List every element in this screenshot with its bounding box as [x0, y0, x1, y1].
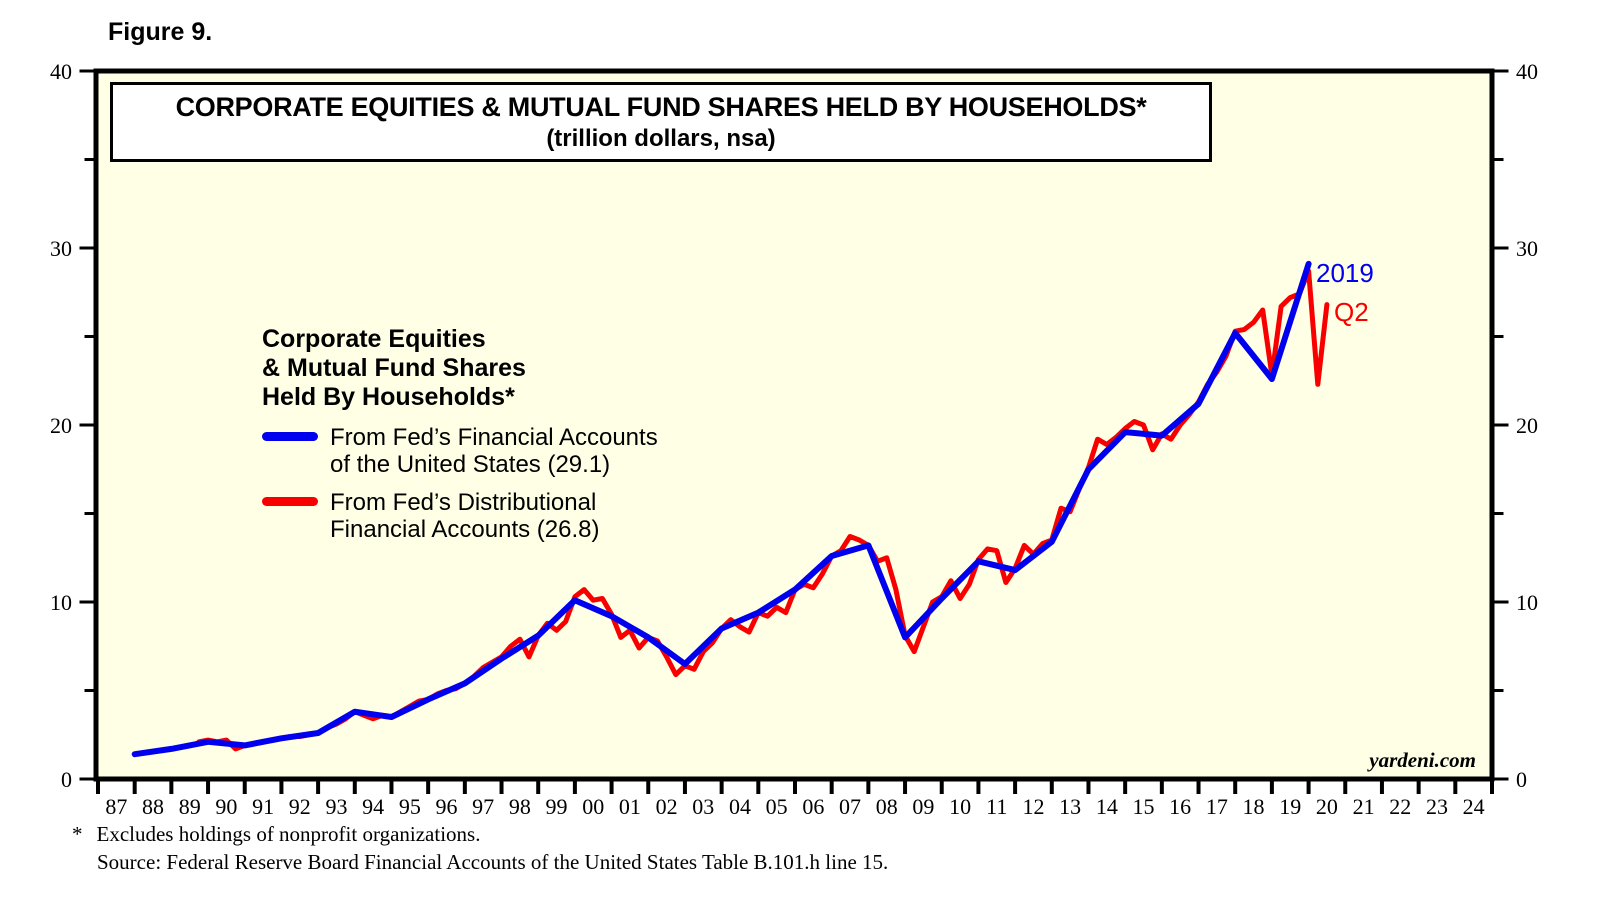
x-axis-label: 92	[289, 794, 311, 819]
x-axis-label: 18	[1243, 794, 1265, 819]
x-axis-label: 10	[949, 794, 971, 819]
x-axis-label: 88	[142, 794, 164, 819]
x-axis-label: 15	[1133, 794, 1155, 819]
x-axis-label: 24	[1463, 794, 1485, 819]
legend-header-line: Corporate Equities	[262, 325, 486, 353]
x-axis-label: 08	[876, 794, 898, 819]
x-axis-label: 11	[986, 794, 1007, 819]
legend-item-label: of the United States (29.1)	[330, 451, 611, 478]
y-axis-label-left: 30	[50, 236, 72, 261]
y-axis-label-right: 0	[1516, 767, 1527, 792]
x-axis-label: 93	[325, 794, 347, 819]
y-axis-label-right: 10	[1516, 590, 1538, 615]
x-axis-label: 09	[912, 794, 934, 819]
legend-items: From Fed’s Financial Accounts of the Uni…	[262, 424, 658, 543]
x-axis-label: 94	[362, 794, 384, 819]
x-axis-label: 19	[1279, 794, 1301, 819]
legend-item-label: From Fed’s Financial Accounts	[330, 424, 658, 451]
x-axis-label: 20	[1316, 794, 1338, 819]
x-axis-label: 02	[656, 794, 678, 819]
watermark: yardeni.com	[1369, 748, 1476, 772]
legend-header-line: Held By Households*	[262, 383, 515, 411]
x-axis-label: 90	[215, 794, 237, 819]
x-axis-label: 12	[1022, 794, 1044, 819]
legend-item-label: Financial Accounts (26.8)	[330, 516, 600, 543]
legend-item-label: From Fed’s Distributional	[330, 489, 597, 516]
x-axis-label: 01	[619, 794, 641, 819]
y-axis-label-left: 0	[61, 767, 72, 792]
red-line-swatch-icon	[262, 497, 318, 506]
y-axis-label-left: 40	[50, 59, 72, 84]
x-axis-label: 22	[1389, 794, 1411, 819]
x-axis-label: 89	[179, 794, 201, 819]
legend: Corporate Equities & Mutual Fund Shares …	[262, 325, 658, 554]
x-axis-label: 91	[252, 794, 274, 819]
x-axis-label: 98	[509, 794, 531, 819]
x-axis-label: 13	[1059, 794, 1081, 819]
x-axis-label: 16	[1169, 794, 1191, 819]
annotation-2019: 2019	[1316, 258, 1374, 288]
x-axis-label: 99	[546, 794, 568, 819]
x-axis-label: 06	[802, 794, 824, 819]
footnote-asterisk: *	[72, 822, 83, 846]
x-axis-label: 95	[399, 794, 421, 819]
x-axis-label: 00	[582, 794, 604, 819]
y-axis-label-right: 20	[1516, 413, 1538, 438]
chart-subtitle: (trillion dollars, nsa)	[546, 124, 776, 152]
series-line-financial-accounts	[131, 260, 1312, 758]
legend-item-financial-accounts: From Fed’s Financial Accounts of the Uni…	[262, 424, 658, 478]
figure-label: Figure 9.	[108, 18, 213, 46]
x-axis-label: 03	[692, 794, 714, 819]
x-axis-label: 05	[766, 794, 788, 819]
x-axis-label: 87	[105, 794, 127, 819]
blue-line-swatch-icon	[262, 432, 318, 441]
x-axis-label: 07	[839, 794, 861, 819]
x-axis-label: 17	[1206, 794, 1228, 819]
y-axis-label-left: 10	[50, 590, 72, 615]
footnote-source: Source: Federal Reserve Board Financial …	[97, 850, 889, 874]
legend-item-distributional-accounts: From Fed’s Distributional Financial Acco…	[262, 489, 658, 543]
x-axis-label: 97	[472, 794, 494, 819]
x-axis-label: 23	[1426, 794, 1448, 819]
legend-header-line: & Mutual Fund Shares	[262, 354, 526, 382]
footnote-text: Excludes holdings of nonprofit organizat…	[96, 822, 481, 846]
chart-title: CORPORATE EQUITIES & MUTUAL FUND SHARES …	[175, 91, 1147, 122]
x-axis-label: 21	[1353, 794, 1375, 819]
x-axis-label: 04	[729, 794, 751, 819]
annotation-q2: Q2	[1334, 297, 1369, 327]
y-axis-label-right: 40	[1516, 59, 1538, 84]
x-axis-label: 96	[436, 794, 458, 819]
x-axis-label: 14	[1096, 794, 1118, 819]
chart-title-box: CORPORATE EQUITIES & MUTUAL FUND SHARES …	[110, 82, 1212, 162]
y-axis-label-left: 20	[50, 413, 72, 438]
y-axis-label-right: 30	[1516, 236, 1538, 261]
plot-area	[93, 68, 1495, 782]
footnote-asterisk-line: * Excludes holdings of nonprofit organiza…	[72, 822, 480, 847]
